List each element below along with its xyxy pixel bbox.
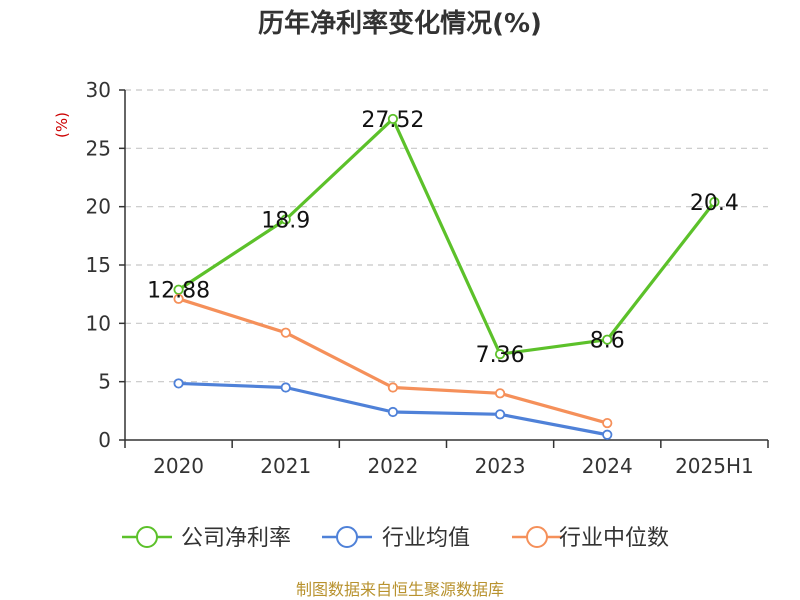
x-tick-label: 2023 [475,454,526,478]
data-point[interactable] [387,406,399,418]
y-tick-label: 20 [86,195,111,219]
y-tick-label: 0 [98,428,111,452]
x-tick-label: 2025H1 [675,454,754,478]
y-tick-label: 10 [86,311,111,335]
legend-label: 行业中位数 [559,526,669,551]
chart-title: 历年净利率变化情况(%) [258,8,542,39]
data-point[interactable] [280,382,291,393]
data-point[interactable] [494,349,506,360]
gridlines [125,89,768,383]
y-tick-label: 5 [98,370,111,394]
data-point[interactable] [709,196,720,208]
data-label: 20.4 [690,191,739,216]
series [173,113,720,440]
x-tick-label: 2024 [582,454,633,478]
axes: 0 5 10 15 20 25 30 2020 2021 2022 2023 2024 2025H1 [86,78,769,478]
legend-marker [136,526,158,548]
data-point[interactable] [173,378,184,389]
legend-marker [336,526,358,548]
legend: 公司净利率 行业均值 行业中位数 [122,526,669,551]
data-point[interactable] [494,409,506,420]
data-label: 12.88 [147,279,210,304]
data-point[interactable] [494,388,506,399]
data-label: 18.9 [261,209,310,234]
y-tick-label: 30 [86,78,111,102]
data-labels: 12.88 18.9 27.52 7.36 8.6 20.4 [147,108,739,368]
data-point[interactable] [280,327,291,338]
y-axis-unit-label: (%) [53,112,71,138]
x-tick-label: 2021 [260,454,311,478]
x-tick-label: 2020 [153,454,204,478]
data-label: 7.36 [476,343,525,368]
series-line-2 [178,297,608,425]
legend-item-1[interactable]: 行业均值 [322,526,470,551]
data-point[interactable] [387,113,399,125]
x-tick-label: 2022 [367,454,418,478]
data-label: 27.52 [361,108,424,133]
legend-marker [526,526,548,548]
legend-item-2[interactable]: 行业中位数 [512,526,669,551]
legend-label: 行业均值 [382,526,470,551]
data-point[interactable] [602,334,613,345]
y-tick-label: 25 [86,136,111,160]
series-line-0 [177,117,716,356]
data-point[interactable] [602,417,613,429]
data-point[interactable] [280,214,291,225]
legend-label: 公司净利率 [181,526,291,551]
y-tick-label: 15 [86,253,111,277]
data-point[interactable] [602,429,613,440]
data-label: 8.6 [590,329,625,354]
source-note: 制图数据来自恒生聚源数据库 [296,580,504,599]
data-point[interactable] [387,382,399,393]
legend-item-0[interactable]: 公司净利率 [122,526,291,551]
data-point[interactable] [173,293,184,304]
